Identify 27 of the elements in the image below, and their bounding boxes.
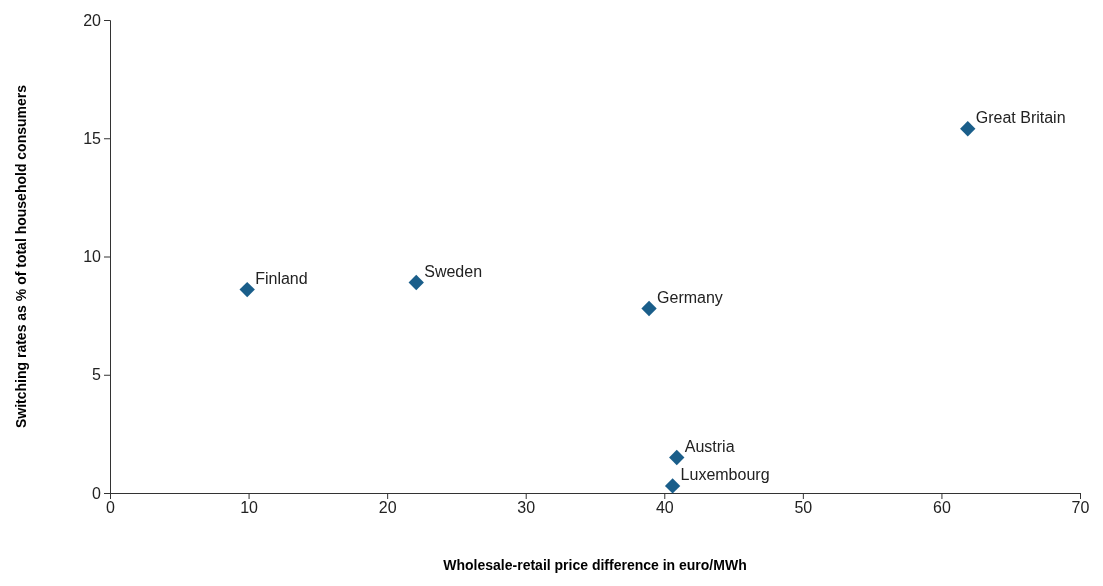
annotation: Great Britain <box>975 108 1066 126</box>
x-tick-label: 0 <box>106 499 116 517</box>
x-tick-label: 50 <box>794 499 813 517</box>
y-tick-label: 5 <box>92 366 102 384</box>
x-tick-label: 60 <box>933 499 951 517</box>
point <box>239 281 255 298</box>
point <box>408 274 424 291</box>
y-tick-label: 10 <box>83 248 102 266</box>
annotation: Finland <box>255 269 308 287</box>
x-tick-label: 20 <box>378 499 397 517</box>
annotation: Luxembourg <box>680 465 770 483</box>
y-tick-label: 20 <box>83 11 102 29</box>
annotation: Sweden <box>424 262 483 280</box>
point <box>960 121 976 137</box>
x-tick-label: 40 <box>655 499 674 517</box>
y-tick-label: 0 <box>92 484 102 502</box>
point <box>664 478 681 494</box>
y-tick-label: 15 <box>83 129 102 147</box>
x-tick-label: 30 <box>517 499 536 517</box>
point <box>669 449 685 466</box>
annotation: Austria <box>684 437 735 455</box>
x-tick-label: 70 <box>1071 499 1090 517</box>
x-axis-title: Wholesale-retail price difference in euro/MWh <box>443 557 747 573</box>
annotation: Germany <box>657 288 723 306</box>
x-tick-label: 10 <box>240 499 259 517</box>
y-axis-title: Switching rates as % of total household consumers <box>12 84 29 429</box>
point <box>641 300 657 317</box>
